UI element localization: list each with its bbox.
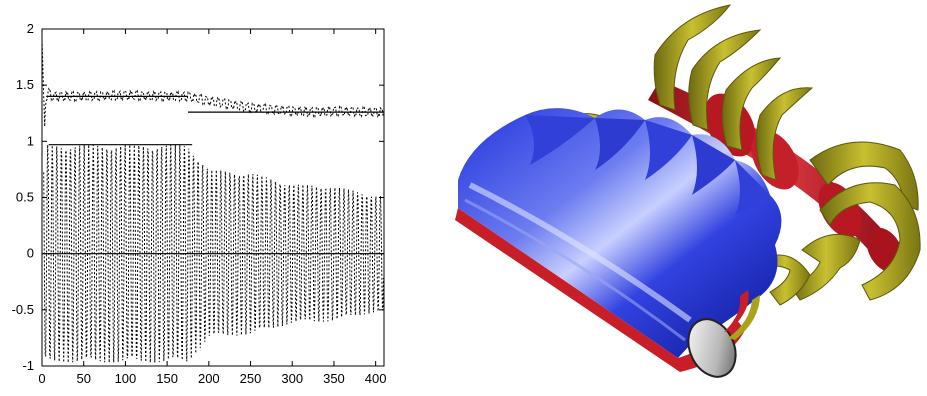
series-layer [41, 40, 385, 363]
line-chart: 0 50 100 150 200 250 300 350 400 -1 -0.5 0 0.5 1 1.5 2 [0, 0, 400, 391]
y-tick-label: -0.5 [12, 302, 34, 317]
y-tick-label: 1 [27, 133, 34, 148]
x-tick-label: 350 [323, 371, 345, 386]
y-tick-label: 0.5 [16, 190, 34, 205]
chart-svg: 0 50 100 150 200 250 300 350 400 -1 -0.5 0 0.5 1 1.5 2 [12, 21, 387, 386]
x-tick-label: 400 [365, 371, 387, 386]
axis-tick-labels: 0 50 100 150 200 250 300 350 400 -1 -0.5 0 0.5 1 1.5 2 [12, 21, 387, 386]
red-lip [724, 290, 749, 332]
x-tick-label: 250 [240, 371, 262, 386]
x-tick-label: 0 [38, 371, 45, 386]
lower-oscillation-line [43, 144, 384, 363]
y-tick-label: 1.5 [16, 77, 34, 92]
x-tick-label: 100 [115, 371, 137, 386]
upper-oscillation-line [41, 40, 385, 127]
y-tick-label: 2 [27, 21, 34, 36]
3d-vortex-rendering [430, 0, 927, 391]
x-tick-label: 150 [156, 371, 178, 386]
x-tick-label: 200 [198, 371, 220, 386]
y-tick-label: -1 [22, 358, 34, 373]
x-tick-label: 300 [281, 371, 303, 386]
y-tick-label: 0 [27, 246, 34, 261]
yellow-lip [728, 295, 760, 340]
vortex-isosurface-image [455, 4, 921, 378]
blue-isosurface [458, 108, 782, 358]
x-tick-label: 50 [76, 371, 90, 386]
